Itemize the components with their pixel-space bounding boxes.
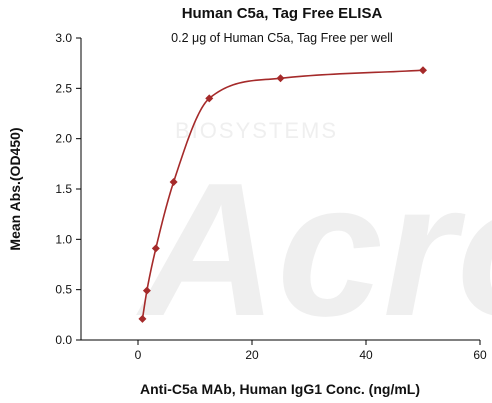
- chart-title: Human C5a, Tag Free ELISA: [182, 5, 383, 22]
- data-point-2: [151, 244, 160, 253]
- data-point-4: [205, 94, 214, 103]
- data-point-3: [169, 177, 178, 186]
- watermark-text: BIOSYSTEMS: [175, 118, 338, 143]
- data-point-5: [276, 74, 285, 83]
- data-point-1: [142, 286, 151, 295]
- chart-subtitle: 0.2 μg of Human C5a, Tag Free per well: [171, 31, 393, 45]
- x-tick-label-0: 0: [135, 348, 142, 362]
- x-tick-label-3: 60: [473, 348, 487, 362]
- y-tick-label-5: 2.5: [55, 81, 72, 95]
- x-tick-label-2: 40: [359, 348, 373, 362]
- y-axis-label: Mean Abs.(OD450): [7, 127, 23, 250]
- x-ticks: 0 20 40 60: [135, 340, 487, 362]
- data-point-6: [419, 66, 427, 75]
- y-tick-label-1: 0.5: [55, 283, 72, 297]
- watermark: Acro BIOSYSTEMS: [136, 118, 492, 356]
- data-points: [138, 66, 427, 323]
- y-ticks: 0.0 0.5 1.0 1.5 2.0 2.5 3.0: [55, 31, 81, 347]
- watermark-logo: Acro: [136, 144, 492, 356]
- x-axis-label: Anti-C5a MAb, Human IgG1 Conc. (ng/mL): [140, 381, 420, 397]
- y-tick-label-6: 3.0: [55, 31, 72, 45]
- y-tick-label-2: 1.0: [55, 232, 72, 246]
- y-tick-label-3: 1.5: [55, 182, 72, 196]
- y-tick-label-0: 0.0: [55, 333, 72, 347]
- data-point-0: [138, 314, 147, 323]
- y-tick-label-4: 2.0: [55, 132, 72, 146]
- x-tick-label-1: 20: [245, 348, 259, 362]
